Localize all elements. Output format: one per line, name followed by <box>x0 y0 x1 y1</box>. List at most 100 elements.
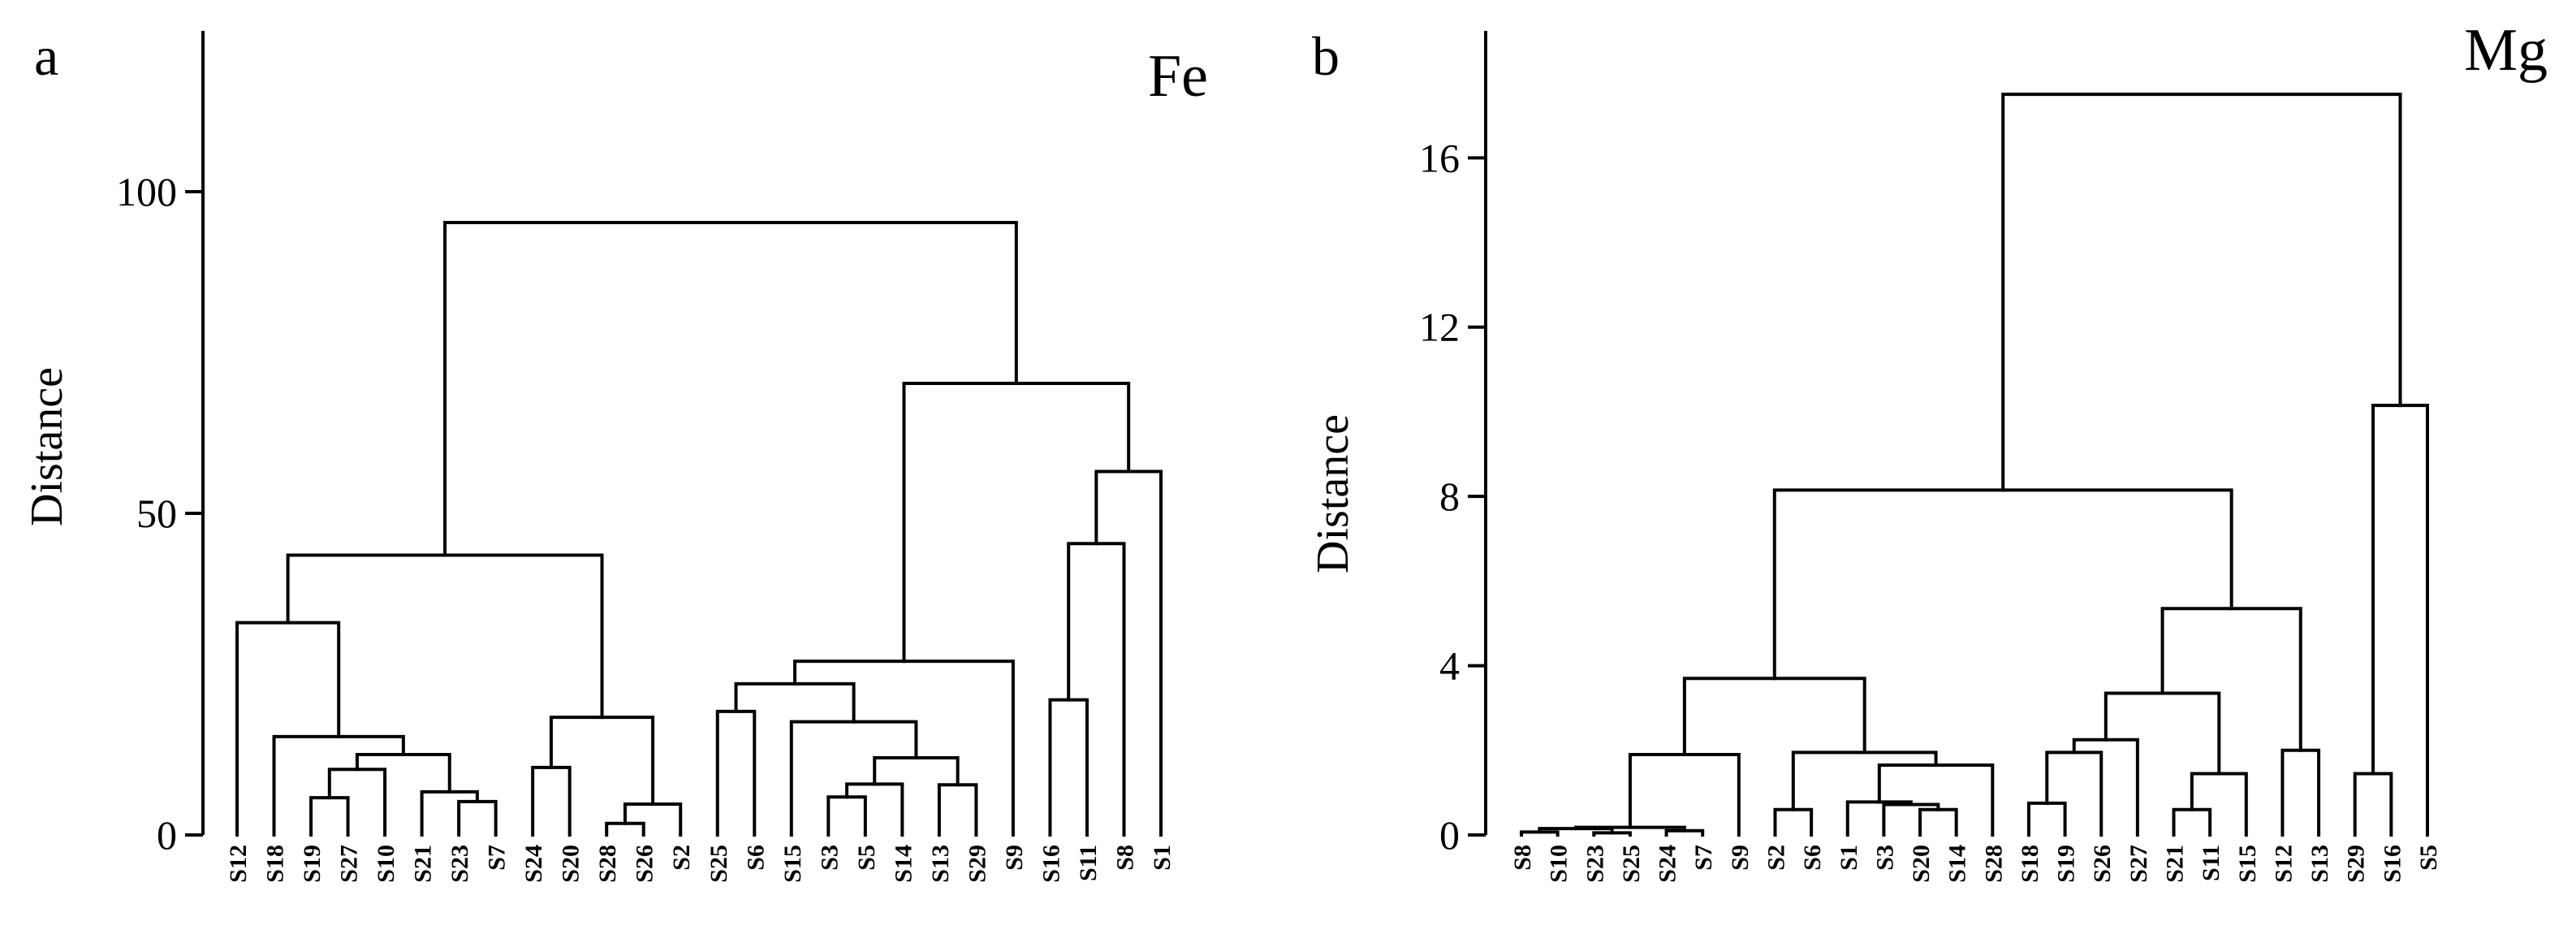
leaf-label: S25 <box>1618 845 1645 883</box>
leaf-label: S9 <box>1001 845 1028 871</box>
leaf-label: S18 <box>2017 845 2043 883</box>
leaf-label: S29 <box>2343 845 2370 883</box>
leaf-label: S1 <box>1149 845 1176 871</box>
dendrogram-link <box>873 755 960 787</box>
dendrogram-link <box>623 802 683 837</box>
dendrogram-link <box>420 789 479 837</box>
leaf-label: S8 <box>1111 845 1138 871</box>
dendrogram-link <box>2001 93 2402 492</box>
dendrogram-link <box>2371 404 2429 837</box>
panel-b-y-axis-label: Distance <box>1308 414 1358 573</box>
dendrogram-link <box>789 720 918 837</box>
dendrogram-link <box>1773 807 1814 837</box>
leaf-label: S16 <box>2379 845 2406 883</box>
panel-b: b Mg Distance 0 4 8 12 16 S8 S10 S23 S25 S24 S7 S9… <box>1308 17 2548 883</box>
leaf-label: S24 <box>520 845 547 883</box>
y-tick-label: 4 <box>1439 643 1460 689</box>
leaf-label: S20 <box>1908 845 1935 883</box>
dendrogram-link <box>1628 753 1741 837</box>
dendrogram-link <box>327 768 387 837</box>
leaf-label: S6 <box>1799 845 1826 871</box>
leaf-label: S25 <box>705 845 732 883</box>
y-tick-label: 12 <box>1419 305 1460 350</box>
leaf-label: S27 <box>336 845 363 883</box>
panel-a-title: Fe <box>1148 43 1208 110</box>
dendrogram-link <box>1877 763 1995 837</box>
leaf-label: S28 <box>594 845 621 883</box>
panel-b-leaf-labels: S8 S10 S23 S25 S24 S7 S9 S2 S6 S1 S3 S20 S14 S28 S18 S1… <box>1509 845 2442 883</box>
leaf-label: S10 <box>373 845 399 883</box>
leaf-label: S7 <box>1690 845 1717 871</box>
leaf-label: S11 <box>2198 845 2224 881</box>
leaf-label: S15 <box>2234 845 2261 883</box>
panel-a-y-axis: 0 50 100 <box>116 31 205 858</box>
leaf-label: S3 <box>1871 845 1898 871</box>
leaf-label: S7 <box>484 845 511 871</box>
dendrogram-link <box>1094 469 1163 837</box>
leaf-label: S29 <box>964 845 990 883</box>
leaf-label: S6 <box>742 845 769 871</box>
leaf-label: S8 <box>1509 845 1536 871</box>
dendrogram-link <box>355 753 451 794</box>
dendrogram-link <box>1682 677 1866 756</box>
leaf-label: S14 <box>1944 845 1971 883</box>
leaf-label: S12 <box>2270 845 2297 883</box>
dendrogram-link <box>2353 772 2393 837</box>
panel-a-y-axis-label: Distance <box>22 367 72 526</box>
dendrogram-link <box>826 795 867 837</box>
leaf-label: S24 <box>1655 845 1681 883</box>
leaf-label: S3 <box>816 845 843 871</box>
y-tick-label: 0 <box>1439 812 1460 858</box>
panel-a-dendrogram-links <box>235 221 1163 837</box>
dendrogram-link <box>309 796 350 837</box>
dendrogram-link <box>549 716 655 806</box>
dendrogram-link <box>1918 807 1958 837</box>
leaf-label: S11 <box>1075 845 1102 881</box>
leaf-label: S18 <box>262 845 289 883</box>
leaf-label: S16 <box>1038 845 1064 883</box>
dendrogram-link <box>605 821 645 837</box>
panel-letter-b: b <box>1312 25 1340 87</box>
panel-letter-a: a <box>34 25 58 87</box>
dendrogram-link <box>845 782 904 837</box>
dendrogram-link <box>457 799 498 837</box>
leaf-label: S23 <box>1581 845 1608 883</box>
dendrogram-link <box>2190 772 2248 837</box>
leaf-label: S28 <box>1980 845 2007 883</box>
y-tick-label: 0 <box>157 812 177 858</box>
y-tick-label: 100 <box>116 169 177 214</box>
leaf-label: S13 <box>2306 845 2333 883</box>
dendrogram-link <box>531 765 572 837</box>
leaf-label: S26 <box>2089 845 2116 883</box>
y-tick-label: 8 <box>1439 474 1460 519</box>
leaf-label: S15 <box>779 845 806 883</box>
leaf-label: S21 <box>2162 845 2189 883</box>
y-tick-label: 50 <box>136 491 177 536</box>
dendrogram-link <box>2280 748 2321 837</box>
dendrogram-link <box>2104 691 2221 776</box>
leaf-label: S12 <box>225 845 252 883</box>
dendrogram-link <box>2026 801 2067 837</box>
leaf-label: S5 <box>2415 845 2442 871</box>
leaf-label: S13 <box>927 845 954 883</box>
panel-a-leaf-labels: S12 S18 S19 S27 S10 S21 S23 S7 S24 S20 S28 S26 S2 S25… <box>225 845 1176 883</box>
leaf-label: S19 <box>299 845 326 883</box>
leaf-label: S26 <box>632 845 658 883</box>
dendrogram-link <box>286 553 604 720</box>
dendrogram-link <box>2045 751 2104 837</box>
panel-b-y-axis: 0 4 8 12 16 <box>1419 31 1487 858</box>
panel-b-dendrogram-links <box>1520 93 2429 837</box>
dendrogram-link <box>937 783 978 837</box>
y-tick-label: 16 <box>1419 135 1460 180</box>
leaf-label: S20 <box>558 845 585 883</box>
leaf-label: S19 <box>2053 845 2080 883</box>
dendrogram-link <box>2160 607 2302 752</box>
leaf-label: S9 <box>1727 845 1754 871</box>
dendrogram-link <box>1845 800 1913 837</box>
leaf-label: S5 <box>853 845 880 871</box>
dendrogram-link <box>1048 698 1089 837</box>
dendrogram-link <box>715 709 757 837</box>
leaf-label: S23 <box>447 845 473 883</box>
